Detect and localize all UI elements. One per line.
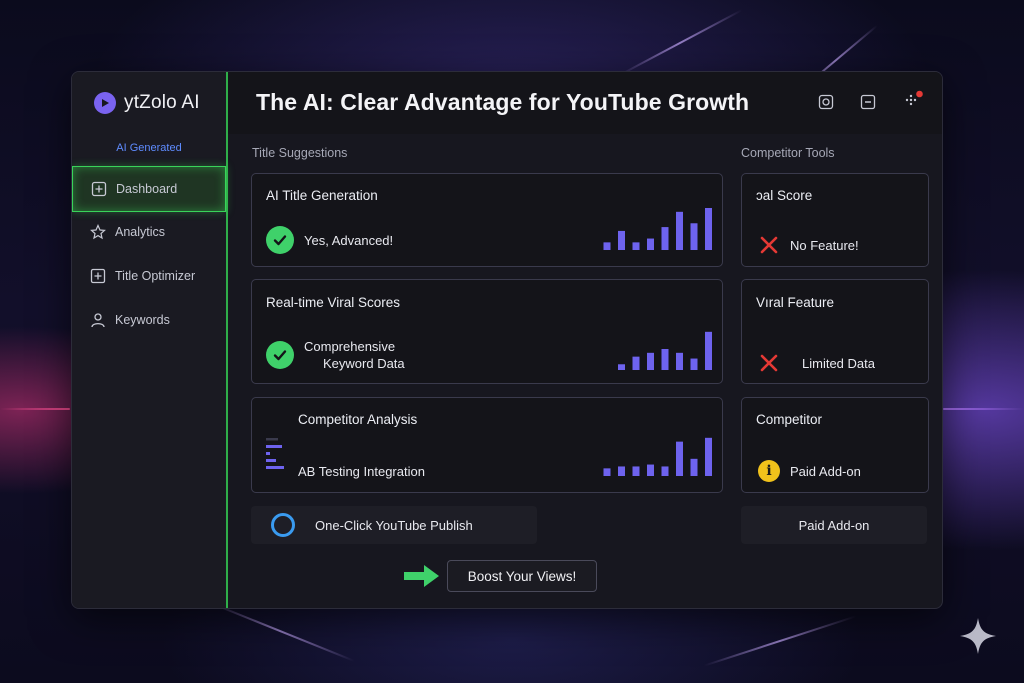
status-text: Limited Data bbox=[802, 355, 875, 371]
card-status: Yes, Advanced! bbox=[266, 226, 393, 254]
add-square-icon bbox=[91, 181, 107, 197]
bar bbox=[705, 208, 712, 250]
card-title: Competitor Analysis bbox=[298, 412, 418, 427]
bar bbox=[618, 364, 625, 370]
sidebar-item-keywords[interactable]: Keywords bbox=[72, 298, 226, 342]
ai-generated-badge: AI Generated bbox=[116, 142, 182, 154]
bar bbox=[705, 437, 712, 476]
bar bbox=[632, 242, 640, 250]
card-viral-score-competitor[interactable]: ɔal Score No Feature! bbox=[741, 173, 929, 267]
bar bbox=[603, 242, 611, 250]
sidebar-item-analytics[interactable]: Analytics bbox=[72, 210, 226, 254]
bar bbox=[632, 356, 640, 370]
sidebar-nav: Dashboard Analytics Title Optimizer bbox=[72, 166, 226, 342]
mini-bar-chart bbox=[603, 437, 712, 476]
status-text: Yes, Advanced! bbox=[304, 232, 394, 248]
status-text: Paid Add-on bbox=[790, 463, 861, 479]
bar bbox=[618, 230, 625, 250]
list-lines-icon bbox=[266, 438, 284, 469]
bar bbox=[676, 441, 683, 476]
card-competitor-analysis[interactable]: Competitor Analysis AB Testing Integrati… bbox=[251, 397, 723, 493]
status-text-line1: Comprehensive bbox=[304, 339, 396, 354]
sidebar-item-title-optimizer[interactable]: Title Optimizer bbox=[72, 254, 226, 298]
card-title: Real-time Viral Scores bbox=[266, 295, 401, 310]
bar bbox=[647, 238, 654, 250]
sidebar-item-label: Analytics bbox=[115, 225, 166, 239]
card-viral-scores[interactable]: Real-time Viral Scores Comprehensive Key… bbox=[251, 279, 723, 384]
sidebar-item-dashboard[interactable]: Dashboard bbox=[72, 166, 226, 212]
card-title: Vıral Feature bbox=[756, 295, 835, 310]
bar bbox=[647, 464, 654, 476]
status-text: No Feature! bbox=[790, 237, 859, 253]
app-window: ytZolo AI AI Generated Dashboard Analyti… bbox=[71, 71, 943, 609]
minimize-icon[interactable] bbox=[860, 94, 876, 110]
card-status: AB Testing Integration bbox=[298, 464, 425, 479]
bar bbox=[661, 227, 669, 250]
star-outline-icon bbox=[90, 224, 106, 240]
card-viral-feature[interactable]: Vıral Feature Limited Data bbox=[741, 279, 929, 384]
bar bbox=[676, 352, 683, 370]
bar bbox=[676, 211, 683, 250]
bar bbox=[690, 223, 698, 250]
user-icon bbox=[91, 313, 105, 328]
bar bbox=[603, 468, 611, 476]
competitor-tools-label: Competitor Tools bbox=[741, 146, 835, 160]
bar bbox=[661, 349, 669, 370]
sidebar-item-label: Dashboard bbox=[116, 182, 178, 196]
header: The AI: Clear Advantage for YouTube Grow… bbox=[228, 72, 942, 134]
bar bbox=[618, 466, 625, 476]
card-status: i Paid Add-on bbox=[758, 460, 861, 482]
card-title: AI Title Generation bbox=[266, 188, 378, 203]
title-suggestions-label: Title Suggestions bbox=[252, 146, 348, 160]
brand-name: ytZolo AI bbox=[124, 92, 200, 113]
boost-views-button[interactable]: Boost Your Views! bbox=[447, 560, 597, 592]
bar bbox=[690, 358, 698, 370]
page-title: The AI: Clear Advantage for YouTube Grow… bbox=[256, 89, 750, 115]
sparkle-icon bbox=[960, 618, 996, 654]
paid-add-on-button[interactable]: Paid Add-on bbox=[741, 506, 927, 544]
bar bbox=[632, 466, 640, 476]
bar bbox=[661, 466, 669, 476]
card-status: Limited Data bbox=[758, 352, 875, 374]
bar bbox=[690, 458, 698, 476]
brand[interactable]: ytZolo AI bbox=[94, 92, 200, 114]
button-label: Paid Add-on bbox=[798, 517, 870, 533]
status-text-line2: Keyword Data bbox=[323, 356, 405, 371]
card-ai-title-generation[interactable]: AI Title Generation Yes, Advanced! bbox=[251, 173, 723, 267]
info-icon: i bbox=[758, 460, 780, 482]
mini-bar-chart bbox=[603, 208, 712, 250]
bar bbox=[705, 331, 712, 370]
card-title: ɔal Score bbox=[756, 188, 813, 203]
arrow-right-icon bbox=[404, 565, 439, 587]
bar bbox=[647, 352, 654, 370]
check-circle-icon bbox=[266, 341, 294, 369]
card-status: Comprehensive Keyword Data bbox=[266, 338, 405, 372]
camera-icon[interactable] bbox=[818, 94, 834, 110]
menu-dots-icon[interactable] bbox=[902, 90, 924, 110]
card-competitor[interactable]: Competitor i Paid Add-on bbox=[741, 397, 929, 493]
button-label: One-Click YouTube Publish bbox=[315, 517, 473, 533]
sidebar: ytZolo AI AI Generated Dashboard Analyti… bbox=[72, 72, 228, 608]
card-title: Competitor bbox=[756, 412, 823, 427]
sidebar-item-label: Title Optimizer bbox=[115, 269, 196, 283]
plus-box-icon bbox=[90, 268, 106, 284]
card-status: No Feature! bbox=[758, 234, 859, 256]
check-circle-icon bbox=[266, 226, 294, 254]
mini-bar-chart bbox=[618, 331, 712, 370]
play-logo-icon bbox=[94, 92, 116, 114]
x-icon bbox=[760, 236, 778, 254]
ring-icon bbox=[271, 513, 295, 537]
one-click-publish-button[interactable]: One-Click YouTube Publish bbox=[251, 506, 537, 544]
x-icon bbox=[760, 354, 778, 372]
status-text: AB Testing Integration bbox=[298, 464, 425, 479]
sidebar-item-label: Keywords bbox=[115, 313, 170, 327]
